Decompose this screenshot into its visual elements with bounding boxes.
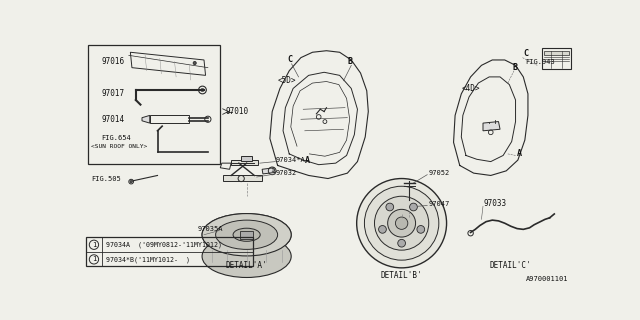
Text: 97017: 97017 bbox=[102, 89, 125, 98]
Circle shape bbox=[386, 203, 394, 211]
Text: DETAIL'B': DETAIL'B' bbox=[381, 271, 422, 280]
Polygon shape bbox=[223, 175, 262, 181]
Ellipse shape bbox=[233, 228, 260, 241]
Text: 97032: 97032 bbox=[276, 170, 298, 176]
Text: 97047: 97047 bbox=[429, 201, 450, 207]
Text: FIG.943: FIG.943 bbox=[525, 59, 556, 65]
Text: <4D>: <4D> bbox=[461, 84, 480, 93]
Text: 97010: 97010 bbox=[226, 107, 249, 116]
Text: A: A bbox=[517, 149, 522, 158]
Polygon shape bbox=[544, 51, 569, 55]
Polygon shape bbox=[241, 231, 253, 239]
Text: C: C bbox=[524, 49, 528, 58]
Text: DETAIL'A': DETAIL'A' bbox=[226, 261, 268, 270]
Circle shape bbox=[364, 186, 439, 260]
Text: B: B bbox=[348, 57, 353, 66]
Text: <SUN ROOF ONLY>: <SUN ROOF ONLY> bbox=[91, 144, 147, 149]
Circle shape bbox=[356, 179, 447, 268]
Text: 97016: 97016 bbox=[102, 57, 125, 66]
Polygon shape bbox=[262, 168, 275, 174]
Ellipse shape bbox=[216, 220, 278, 249]
Circle shape bbox=[396, 217, 408, 229]
Bar bbox=[88, 44, 220, 164]
Circle shape bbox=[407, 205, 412, 210]
Text: 97034*A: 97034*A bbox=[276, 157, 306, 163]
Text: 97035A: 97035A bbox=[198, 226, 223, 232]
Text: 97052: 97052 bbox=[429, 170, 450, 176]
Circle shape bbox=[374, 196, 429, 250]
Bar bbox=[86, 237, 253, 266]
Text: 97033: 97033 bbox=[483, 199, 506, 208]
Polygon shape bbox=[241, 156, 252, 161]
Text: B: B bbox=[513, 63, 518, 72]
Text: FIG.654: FIG.654 bbox=[102, 135, 131, 141]
Ellipse shape bbox=[202, 235, 291, 277]
Circle shape bbox=[379, 226, 387, 233]
Text: 97014: 97014 bbox=[102, 115, 125, 124]
Text: A: A bbox=[305, 156, 310, 164]
Text: 1: 1 bbox=[270, 168, 274, 173]
Text: <5D>: <5D> bbox=[278, 76, 296, 85]
Text: 1: 1 bbox=[92, 242, 96, 248]
Ellipse shape bbox=[202, 213, 291, 256]
Text: C: C bbox=[288, 55, 292, 64]
Text: 97034A  ('09MY0812-'11MY1012): 97034A ('09MY0812-'11MY1012) bbox=[106, 242, 221, 248]
Ellipse shape bbox=[202, 213, 291, 256]
Polygon shape bbox=[231, 160, 259, 165]
Circle shape bbox=[388, 209, 415, 237]
Polygon shape bbox=[483, 122, 500, 131]
Text: 97034*B('11MY1012-  ): 97034*B('11MY1012- ) bbox=[106, 256, 189, 263]
Text: DETAIL'C': DETAIL'C' bbox=[490, 261, 531, 270]
Text: A970001101: A970001101 bbox=[525, 276, 568, 282]
Bar bbox=[542, 48, 572, 69]
Circle shape bbox=[130, 180, 132, 183]
Circle shape bbox=[410, 203, 417, 211]
Text: 1: 1 bbox=[92, 256, 96, 262]
Polygon shape bbox=[142, 116, 150, 123]
Circle shape bbox=[193, 61, 196, 65]
Circle shape bbox=[397, 239, 406, 247]
Circle shape bbox=[417, 226, 425, 233]
Text: FIG.505: FIG.505 bbox=[91, 176, 120, 182]
